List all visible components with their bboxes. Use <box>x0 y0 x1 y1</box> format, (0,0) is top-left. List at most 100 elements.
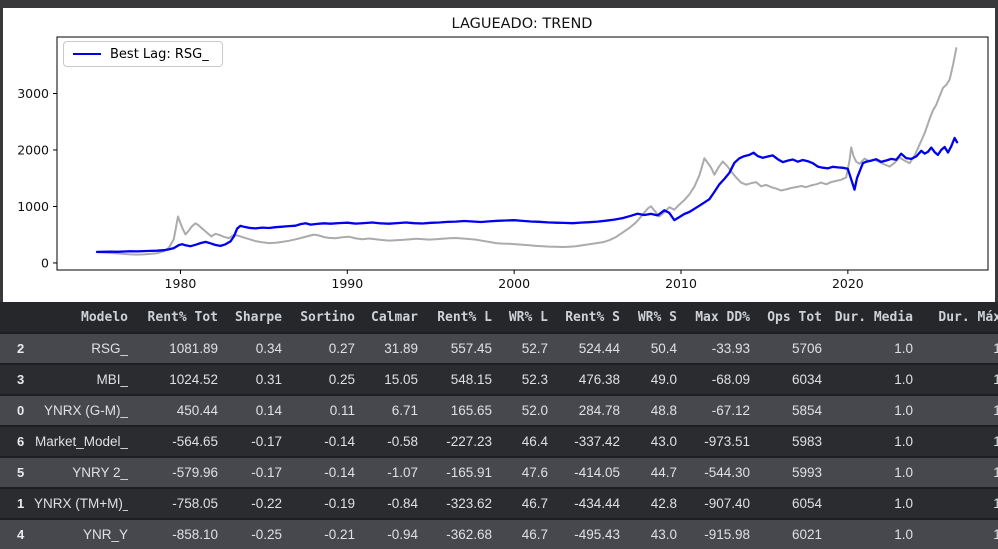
table-cell: 6034 <box>791 372 822 387</box>
table-cell: 1.0 <box>894 465 913 480</box>
table-cell: 0.25 <box>328 372 355 387</box>
table-row: 0 YNRX (G-M)_ 450.44 0.14 0.11 6.71 165.65 52.0… <box>0 394 998 425</box>
table-cell: 6054 <box>791 496 822 511</box>
legend-label: Best Lag: RSG_ <box>110 46 209 62</box>
x-tick-label: 2020 <box>832 276 864 291</box>
table-cell: -68.09 <box>711 372 750 387</box>
table-cell: 1.0 <box>993 341 998 356</box>
table-cell: MBI_ <box>96 372 128 387</box>
row-index: 6 <box>17 434 25 449</box>
table-cell: 450.44 <box>176 403 218 418</box>
table-cell: 31.89 <box>384 341 418 356</box>
table-cell: -758.05 <box>172 496 218 511</box>
table-cell: 0.14 <box>255 403 282 418</box>
table-cell: -227.23 <box>446 434 492 449</box>
table-cell: -0.58 <box>387 434 418 449</box>
table-cell: -323.62 <box>446 496 492 511</box>
column-header: WR% S <box>637 309 677 325</box>
table-cell: 47.6 <box>521 465 548 480</box>
table-cell: 5993 <box>791 465 822 480</box>
row-index: 5 <box>17 465 25 480</box>
table-cell: 1081.89 <box>169 341 218 356</box>
table-cell: 1024.52 <box>169 372 218 387</box>
table-cell: 52.7 <box>521 341 548 356</box>
table-cell: 43.0 <box>650 527 677 542</box>
table-cell: 50.4 <box>650 341 677 356</box>
table-cell: 48.8 <box>650 403 677 418</box>
table-cell: -0.17 <box>251 465 282 480</box>
table-cell: -915.98 <box>704 527 750 542</box>
row-index: 0 <box>17 403 25 418</box>
table-cell: -0.22 <box>251 496 282 511</box>
table-cell: 52.3 <box>521 372 548 387</box>
table-cell: 52.0 <box>521 403 548 418</box>
table-cell: 5854 <box>791 403 822 418</box>
table-cell: 5706 <box>791 341 822 356</box>
table-cell: -579.96 <box>172 465 218 480</box>
table-cell: -0.14 <box>324 434 355 449</box>
table-cell: 6.71 <box>391 403 418 418</box>
x-tick-label: 1980 <box>165 276 197 291</box>
table-cell: 1.0 <box>993 496 998 511</box>
table-cell: 49.0 <box>650 372 677 387</box>
row-index: 3 <box>17 372 25 387</box>
results-table: Modelo Rent% Tot Sharpe Sortino Calmar Rent% … <box>0 302 998 549</box>
table-cell: -362.68 <box>446 527 492 542</box>
table-cell: -67.12 <box>711 403 750 418</box>
table-cell: 524.44 <box>578 341 620 356</box>
table-cell: 1.0 <box>993 372 998 387</box>
row-index: 2 <box>17 341 25 356</box>
x-tick-label: 2000 <box>498 276 530 291</box>
x-tick-label: 2010 <box>665 276 697 291</box>
column-header: Sortino <box>300 309 355 325</box>
row-index: 4 <box>17 527 25 542</box>
table-cell: 165.65 <box>450 403 492 418</box>
table-row: 5 YNRY 2_ -579.96 -0.17 -0.14 -1.07 -165.91 47.… <box>0 456 998 487</box>
column-header: Calmar <box>371 309 418 325</box>
trend-chart-figure: 1980 1990 2000 2010 2020 0 1000 2000 3000 LAGUEAD… <box>3 8 995 302</box>
column-header: Rent% S <box>565 309 620 325</box>
table-cell: YNRX (TM+M)_ <box>34 496 128 511</box>
series-line-best-lag <box>95 136 959 254</box>
table-cell: 476.38 <box>578 372 620 387</box>
y-tick-label: 2000 <box>17 142 49 157</box>
table-cell: 548.15 <box>450 372 492 387</box>
table-cell: -564.65 <box>172 434 218 449</box>
table-cell: -337.42 <box>574 434 620 449</box>
table-cell: 42.8 <box>650 496 677 511</box>
column-header: Rent% L <box>437 309 492 325</box>
column-header: Dur. Media <box>834 309 913 325</box>
table-cell: 0.27 <box>328 341 355 356</box>
table-row: 1 YNRX (TM+M)_ -758.05 -0.22 -0.19 -0.84 -323.… <box>0 487 998 518</box>
table-cell: Market_Model_ <box>34 434 128 449</box>
column-header: WR% L <box>508 309 548 325</box>
y-tick-label: 0 <box>41 255 49 270</box>
table-cell: 1.0 <box>993 403 998 418</box>
column-header: Dur. Máx <box>938 309 998 325</box>
table-cell: 1.0 <box>894 341 913 356</box>
table-row: 4 YNR_Y -858.10 -0.25 -0.21 -0.94 -362.68 46.7 -… <box>0 518 998 549</box>
table-cell: -33.93 <box>711 341 750 356</box>
table-cell: -414.05 <box>574 465 620 480</box>
table-cell: -0.14 <box>324 465 355 480</box>
table-cell: -1.07 <box>387 465 418 480</box>
table-cell: RSG_ <box>91 341 128 356</box>
row-index: 1 <box>17 496 25 511</box>
table-cell: YNR_Y <box>82 527 128 542</box>
table-cell: -858.10 <box>172 527 218 542</box>
table-cell: -0.17 <box>251 434 282 449</box>
table-cell: 15.05 <box>384 372 418 387</box>
chart-title: LAGUEADO: TREND <box>452 16 593 32</box>
table-cell: 43.0 <box>650 434 677 449</box>
table-cell: 557.45 <box>450 341 492 356</box>
column-header: Modelo <box>81 309 128 325</box>
trend-chart: 1980 1990 2000 2010 2020 0 1000 2000 3000 LAGUEAD… <box>17 16 989 291</box>
table-cell: -434.44 <box>574 496 620 511</box>
column-header: Max DD% <box>695 309 750 325</box>
table-cell: 1.0 <box>894 403 913 418</box>
column-header: Rent% Tot <box>147 309 218 325</box>
table-cell: -495.43 <box>574 527 620 542</box>
axes-frame <box>56 36 989 271</box>
table-cell: 0.11 <box>329 403 355 418</box>
table-cell: 1.0 <box>894 434 913 449</box>
